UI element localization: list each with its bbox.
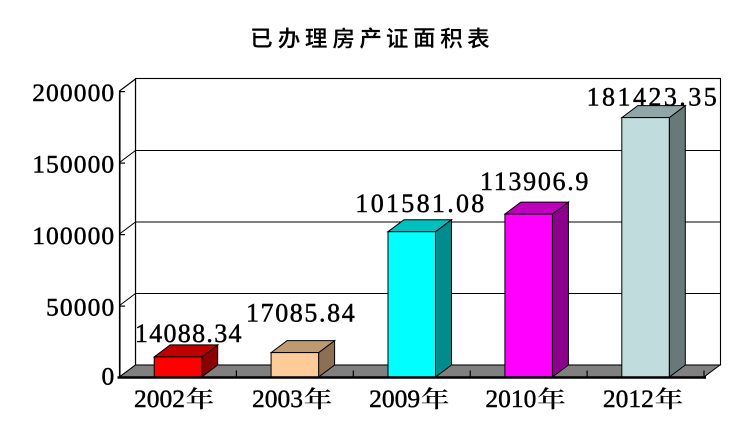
svg-text:150000: 150000 xyxy=(32,150,115,179)
svg-text:200000: 200000 xyxy=(32,78,115,107)
svg-text:2002: 2002 xyxy=(134,384,185,413)
svg-text:14088.34: 14088.34 xyxy=(135,319,243,348)
svg-text:113906.9: 113906.9 xyxy=(480,167,590,196)
svg-text:0: 0 xyxy=(101,362,115,391)
svg-text:50000: 50000 xyxy=(46,293,115,322)
svg-text:100000: 100000 xyxy=(32,221,115,250)
svg-text:17085.84: 17085.84 xyxy=(246,299,356,328)
svg-text:2009: 2009 xyxy=(369,384,420,413)
svg-text:101581.08: 101581.08 xyxy=(355,189,486,218)
svg-text:2003: 2003 xyxy=(252,384,303,413)
svg-text:2010: 2010 xyxy=(485,384,536,413)
svg-text:181423.35: 181423.35 xyxy=(587,83,720,112)
svg-text:2012: 2012 xyxy=(603,384,654,413)
